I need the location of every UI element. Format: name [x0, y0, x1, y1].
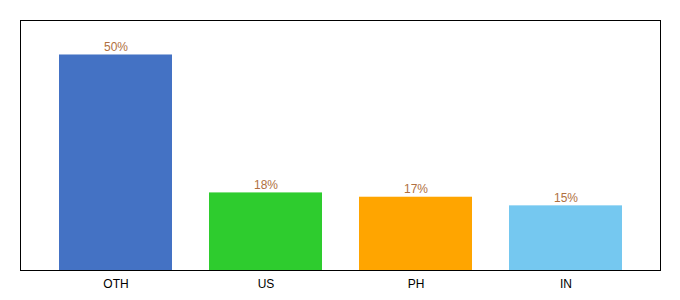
svg-text:18%: 18%: [254, 178, 278, 192]
svg-text:50%: 50%: [104, 40, 128, 54]
svg-text:17%: 17%: [404, 182, 428, 196]
svg-text:IN: IN: [560, 277, 572, 291]
svg-text:15%: 15%: [554, 191, 578, 205]
svg-text:OTH: OTH: [103, 277, 128, 291]
svg-text:PH: PH: [408, 277, 425, 291]
svg-text:US: US: [258, 277, 275, 291]
